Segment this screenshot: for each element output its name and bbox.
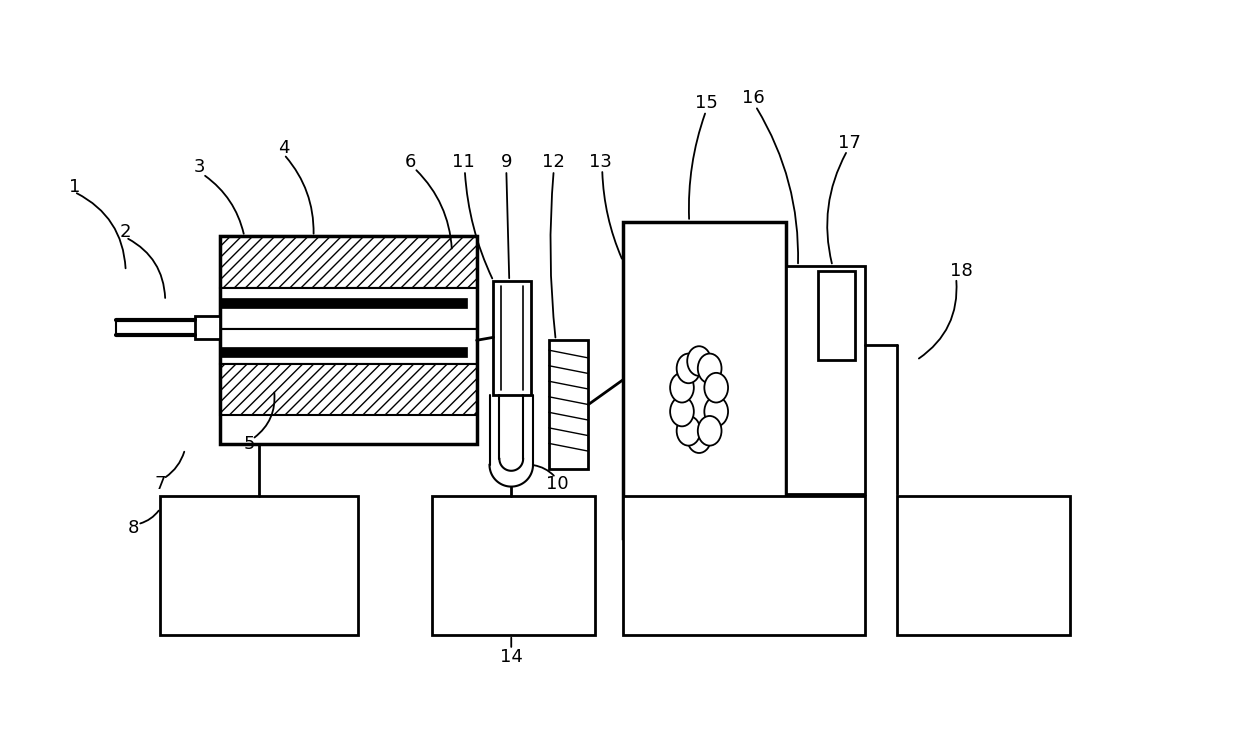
- Text: 12: 12: [542, 153, 565, 172]
- Bar: [433, 496, 595, 635]
- Text: 14: 14: [500, 648, 523, 666]
- Text: 6: 6: [404, 153, 417, 172]
- Bar: [622, 496, 866, 635]
- Text: 1: 1: [68, 178, 81, 196]
- Bar: [549, 340, 588, 469]
- Ellipse shape: [698, 416, 722, 445]
- Ellipse shape: [687, 423, 711, 453]
- Ellipse shape: [677, 416, 701, 445]
- Text: 11: 11: [453, 153, 475, 172]
- Text: 5: 5: [243, 435, 255, 453]
- Text: 10: 10: [547, 474, 569, 493]
- Bar: [219, 329, 476, 364]
- Text: 13: 13: [589, 153, 611, 172]
- Ellipse shape: [670, 373, 694, 402]
- Bar: [219, 288, 476, 329]
- Bar: [195, 315, 219, 339]
- Text: 16: 16: [742, 89, 765, 107]
- Bar: [219, 347, 466, 357]
- Text: 18: 18: [950, 262, 972, 280]
- Ellipse shape: [670, 396, 694, 426]
- Text: 4: 4: [278, 139, 290, 156]
- Bar: [160, 496, 358, 635]
- Bar: [219, 298, 466, 307]
- Bar: [897, 496, 1070, 635]
- Ellipse shape: [687, 346, 711, 376]
- Bar: [494, 281, 531, 395]
- Ellipse shape: [677, 353, 701, 383]
- Ellipse shape: [698, 353, 722, 383]
- Bar: [219, 237, 476, 288]
- Text: 9: 9: [501, 153, 512, 172]
- Bar: [219, 364, 476, 415]
- Text: 15: 15: [694, 94, 718, 112]
- Bar: [219, 237, 476, 444]
- Text: 7: 7: [155, 474, 166, 493]
- Ellipse shape: [704, 373, 728, 402]
- Bar: [817, 271, 856, 360]
- Bar: [786, 266, 866, 493]
- Bar: [622, 222, 786, 538]
- Ellipse shape: [704, 396, 728, 426]
- Text: 3: 3: [195, 158, 206, 176]
- Text: 8: 8: [128, 519, 139, 537]
- Text: 2: 2: [120, 223, 131, 241]
- Text: 17: 17: [838, 134, 861, 152]
